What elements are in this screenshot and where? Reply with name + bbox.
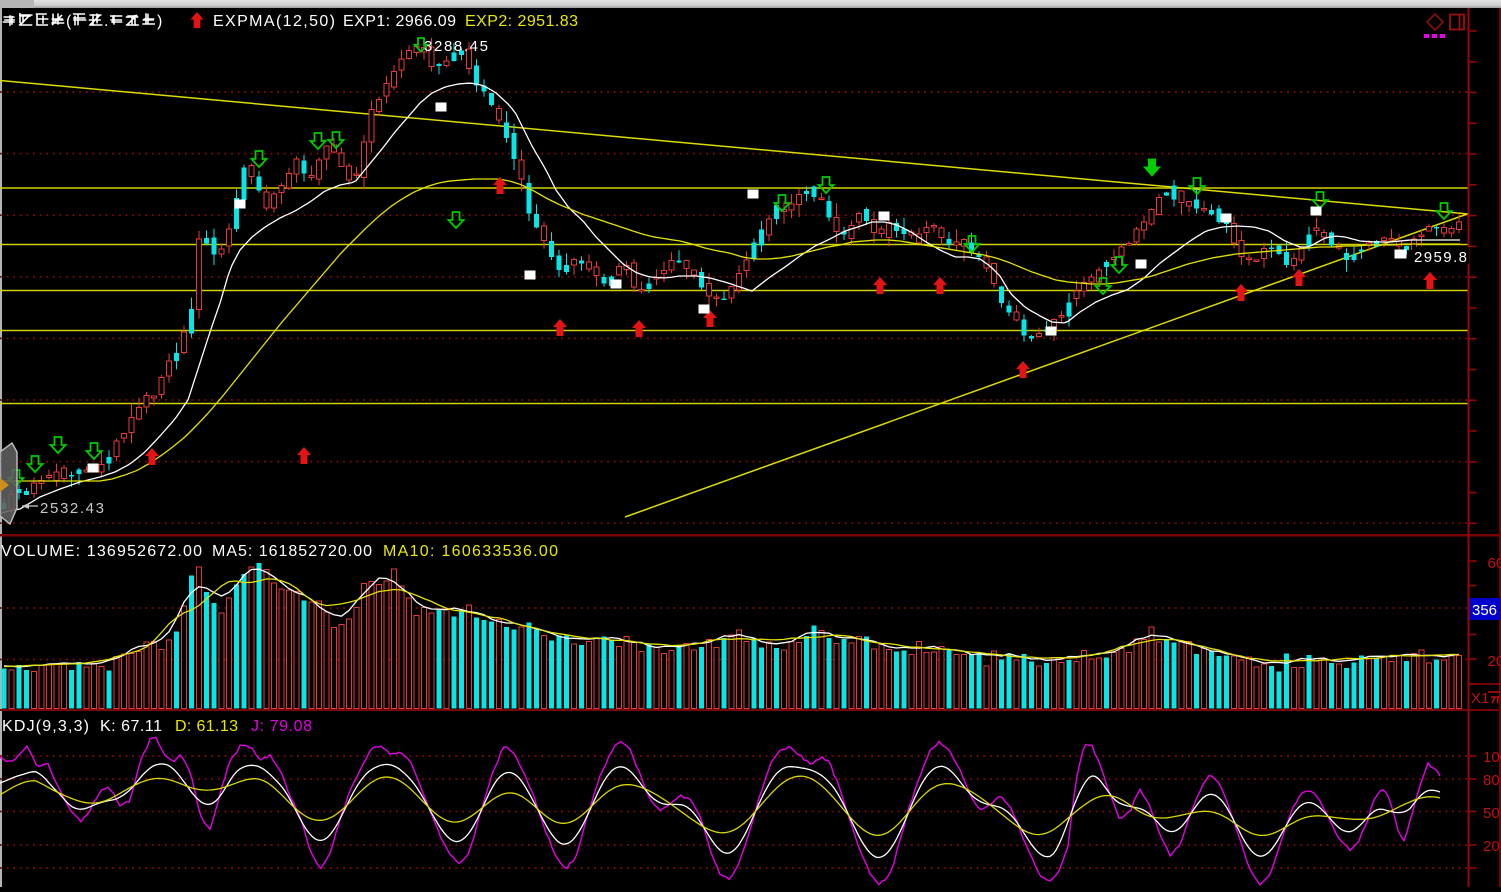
svg-text:20: 20 (1483, 838, 1500, 855)
svg-text:EXP1: 2966.09: EXP1: 2966.09 (343, 13, 456, 30)
svg-text:VOLUME: 136952672.00: VOLUME: 136952672.00 (1, 543, 202, 560)
svg-text:): ) (157, 13, 162, 30)
svg-text:2959.8: 2959.8 (1414, 249, 1467, 266)
svg-text:60: 60 (1488, 555, 1501, 572)
svg-text:.: . (104, 13, 108, 30)
svg-text:EXP2: 2951.83: EXP2: 2951.83 (465, 13, 578, 30)
svg-text:D: 61.13: D: 61.13 (175, 718, 238, 735)
svg-text:J: 79.08: J: 79.08 (251, 718, 312, 735)
svg-text:80: 80 (1483, 772, 1500, 789)
svg-text:X1: X1 (1471, 690, 1489, 707)
svg-text:100: 100 (1483, 749, 1501, 766)
svg-text:50: 50 (1483, 805, 1500, 822)
svg-text:KDJ(9,3,3): KDJ(9,3,3) (2, 718, 89, 735)
svg-text:356: 356 (1472, 602, 1497, 619)
svg-text:MA5: 161852720.00: MA5: 161852720.00 (212, 543, 372, 560)
svg-text:EXPMA(12,50): EXPMA(12,50) (213, 13, 335, 30)
svg-text:K: 67.11: K: 67.11 (100, 718, 162, 735)
svg-text:20: 20 (1488, 653, 1501, 670)
svg-text:(: ( (66, 13, 72, 30)
svg-text:MA10: 160633536.00: MA10: 160633536.00 (383, 543, 558, 560)
